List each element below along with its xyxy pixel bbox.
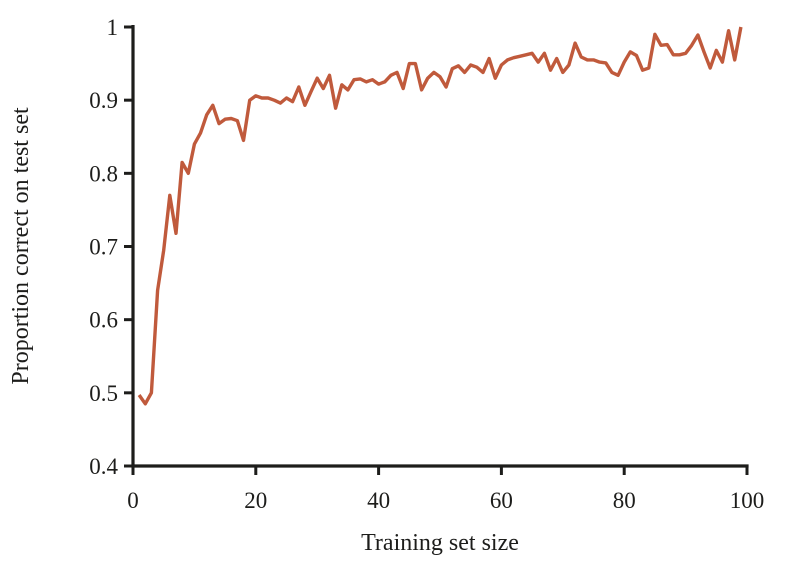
y-tick-label: 0.4 <box>89 454 118 479</box>
y-tick-label: 0.5 <box>89 381 118 406</box>
y-tick-label: 1 <box>107 15 119 40</box>
y-axis-title: Proportion correct on test set <box>8 107 34 385</box>
y-tick-label: 0.8 <box>89 161 118 186</box>
series-line <box>137 26 743 406</box>
y-tick-label: 0.9 <box>89 88 118 113</box>
x-tick-label: 40 <box>367 488 390 513</box>
x-tick-label: 80 <box>613 488 636 513</box>
x-tick-label: 100 <box>730 488 765 513</box>
axes: 0.4 0.5 0.6 0.7 0.8 0.9 1 0 20 40 60 80 100 <box>89 15 764 513</box>
y-tick-label: 0.7 <box>89 235 118 260</box>
x-tick-label: 20 <box>244 488 267 513</box>
x-tick-label: 60 <box>490 488 513 513</box>
y-tick-label: 0.6 <box>89 308 118 333</box>
x-tick-label: 0 <box>127 488 139 513</box>
series <box>137 26 743 406</box>
x-axis-title: Training set size <box>361 530 519 556</box>
